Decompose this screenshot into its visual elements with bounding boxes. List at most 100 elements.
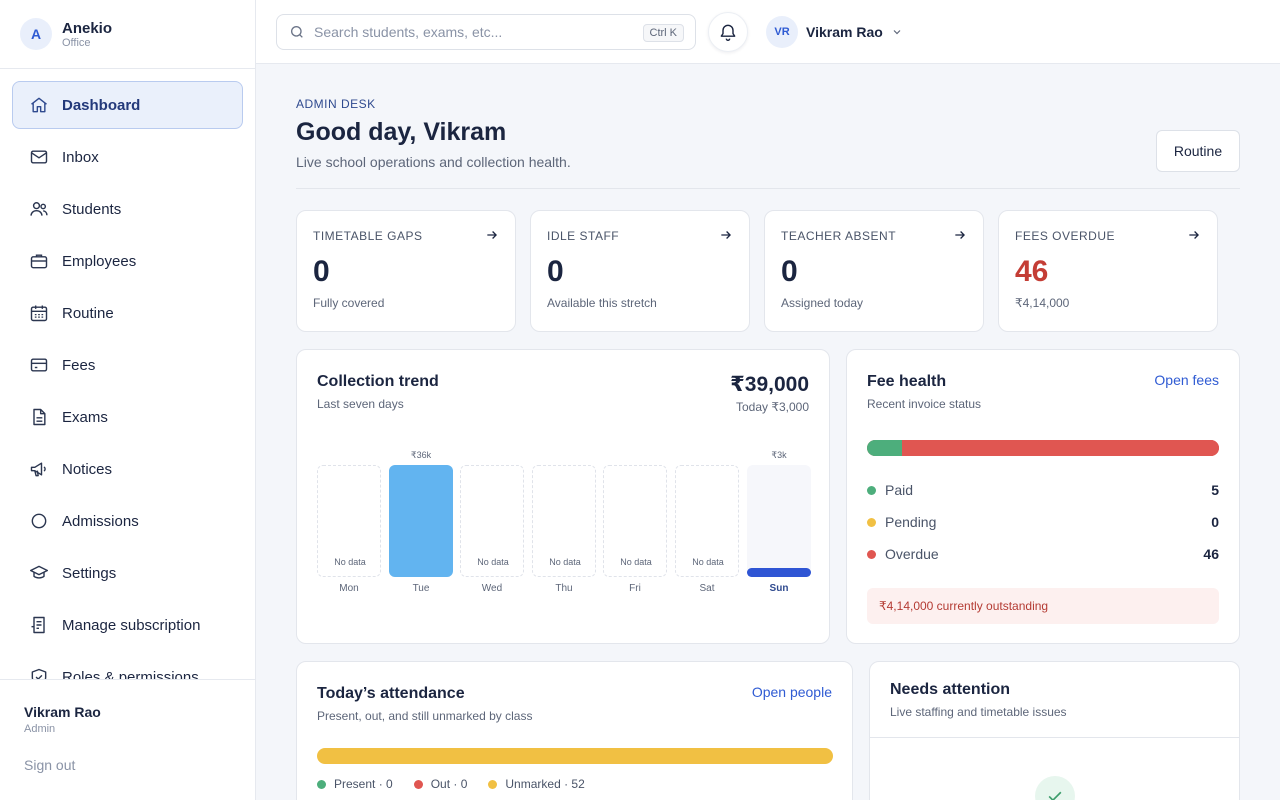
- mail-icon: [29, 147, 49, 167]
- bell-icon: [718, 22, 738, 42]
- no-data-label: No data: [334, 557, 366, 567]
- sidebar-item-notices[interactable]: Notices: [12, 445, 243, 493]
- collection-trend-card: Collection trend Last seven days ₹39,000…: [296, 349, 830, 644]
- sidebar-item-fees[interactable]: Fees: [12, 341, 243, 389]
- sidebar-item-label: Settings: [62, 564, 117, 582]
- attendance-card: Today’s attendance Present, out, and sti…: [296, 661, 853, 800]
- legend-label: Paid: [885, 482, 914, 498]
- stat-sub: ₹4,14,000: [1015, 296, 1070, 310]
- attendance-segment: [317, 748, 833, 764]
- page-title: Good day, Vikram: [296, 118, 507, 146]
- card-title: Collection trend: [317, 373, 439, 390]
- sidebar-item-students[interactable]: Students: [12, 185, 243, 233]
- sidebar-item-routine[interactable]: Routine: [12, 289, 243, 337]
- bar-value-label: [460, 450, 524, 462]
- stat-sub: Fully covered: [313, 296, 385, 310]
- sidebar-item-dashboard[interactable]: Dashboard: [12, 81, 243, 129]
- fee-health-segment: [901, 440, 1219, 456]
- sidebar-user: Vikram Rao Admin Sign out: [0, 679, 255, 800]
- divider: [870, 737, 1239, 738]
- chart-bar-column: No data Mon: [317, 450, 381, 600]
- sidebar-item-label: Roles & permissions: [62, 668, 199, 680]
- fee-health-card: Fee health Recent invoice status Open fe…: [846, 349, 1240, 644]
- receipt-icon: [29, 615, 49, 635]
- arrow-right-icon: [953, 228, 967, 242]
- sidebar-item-roles-permissions[interactable]: Roles & permissions: [12, 653, 243, 679]
- sidebar-nav: Dashboard Inbox Students Employees Routi…: [12, 81, 243, 679]
- sign-out-link[interactable]: Sign out: [24, 757, 76, 773]
- sidebar-item-admissions[interactable]: Admissions: [12, 497, 243, 545]
- stat-sub: Available this stretch: [547, 296, 657, 310]
- sidebar-item-employees[interactable]: Employees: [12, 237, 243, 285]
- stat-card-teacher-absent[interactable]: TEACHER ABSENT 0 Assigned today: [764, 210, 984, 332]
- routine-button[interactable]: Routine: [1156, 130, 1240, 172]
- arrow-right-icon: [485, 228, 499, 242]
- graduation-cap-icon: [29, 563, 49, 583]
- stat-value: 46: [1015, 255, 1049, 288]
- sidebar-item-label: Fees: [62, 356, 96, 374]
- chart-bar-column: No data Sat: [675, 450, 739, 600]
- circle-icon: [29, 511, 49, 531]
- calendar-icon: [29, 303, 49, 323]
- stat-card-fees-overdue[interactable]: FEES OVERDUE 46 ₹4,14,000: [998, 210, 1218, 332]
- unmarked-dot: [488, 779, 498, 789]
- overdue-dot: [867, 549, 876, 559]
- users-icon: [29, 199, 49, 219]
- brand: A Anekio Office: [0, 0, 255, 69]
- chart-bar-column: No data Thu: [532, 450, 596, 600]
- bar-track: [747, 465, 811, 577]
- divider: [296, 188, 1240, 189]
- briefcase-icon: [29, 251, 49, 271]
- notifications-button[interactable]: [708, 12, 748, 52]
- sidebar-item-label: Admissions: [62, 512, 139, 530]
- card-title: Needs attention: [890, 681, 1011, 698]
- stat-value: 0: [781, 255, 798, 288]
- sidebar-item-manage-subscription[interactable]: Manage subscription: [12, 601, 243, 649]
- legend-value: 46: [1203, 546, 1219, 562]
- open-fees-link[interactable]: Open fees: [1154, 372, 1219, 388]
- chart-bar: [747, 568, 811, 577]
- sidebar-item-label: Dashboard: [62, 96, 141, 114]
- stat-title: TEACHER ABSENT: [781, 229, 897, 243]
- no-data-label: No data: [549, 557, 581, 567]
- bar-category-label: Sun: [769, 583, 789, 594]
- sidebar-item-label: Exams: [62, 408, 108, 426]
- open-people-link[interactable]: Open people: [751, 684, 832, 700]
- search-box[interactable]: Ctrl K: [276, 14, 696, 50]
- legend-pending: Pending 0: [867, 512, 1219, 532]
- bar-value-label: [603, 450, 667, 462]
- stat-value: 0: [547, 255, 564, 288]
- check-icon: [1035, 776, 1075, 800]
- search-input[interactable]: [314, 24, 624, 40]
- sidebar-item-label: Manage subscription: [62, 616, 201, 634]
- sidebar-item-inbox[interactable]: Inbox: [12, 133, 243, 181]
- stat-title: TIMETABLE GAPS: [313, 229, 423, 243]
- stat-card-timetable-gaps[interactable]: TIMETABLE GAPS 0 Fully covered: [296, 210, 516, 332]
- legend-paid: Paid 5: [867, 480, 1219, 500]
- sidebar: A Anekio Office Dashboard Inbox Students: [0, 0, 256, 800]
- avatar: VR: [766, 16, 798, 48]
- bar-value-label: ₹3k: [771, 450, 787, 460]
- collection-total: ₹39,000: [730, 373, 809, 396]
- present-dot: [317, 779, 326, 789]
- bar-category-label: Mon: [339, 583, 359, 594]
- brand-logo: A: [20, 18, 52, 50]
- out-dot: [413, 779, 423, 789]
- chart-bar-column: No data Wed: [460, 450, 524, 600]
- legend-out: Out · 0: [413, 777, 467, 791]
- user-menu[interactable]: VR Vikram Rao: [766, 16, 903, 48]
- chevron-down-icon: [891, 26, 903, 38]
- stat-card-idle-staff[interactable]: IDLE STAFF 0 Available this stretch: [530, 210, 750, 332]
- no-data-label: No data: [477, 557, 509, 567]
- bar-value-label: ₹36k: [410, 450, 432, 460]
- outstanding-banner: ₹4,14,000 currently outstanding: [867, 588, 1219, 624]
- no-data-label: No data: [620, 557, 652, 567]
- paid-dot: [867, 485, 876, 495]
- page-eyebrow: ADMIN DESK: [296, 97, 376, 111]
- card-subtitle: Present, out, and still unmarked by clas…: [317, 709, 533, 723]
- legend-value: 5: [1211, 482, 1219, 498]
- chart-bar-column: ₹3k Sun: [747, 450, 811, 600]
- sidebar-item-settings[interactable]: Settings: [12, 549, 243, 597]
- topbar: Ctrl K VR Vikram Rao: [256, 0, 1280, 64]
- sidebar-item-exams[interactable]: Exams: [12, 393, 243, 441]
